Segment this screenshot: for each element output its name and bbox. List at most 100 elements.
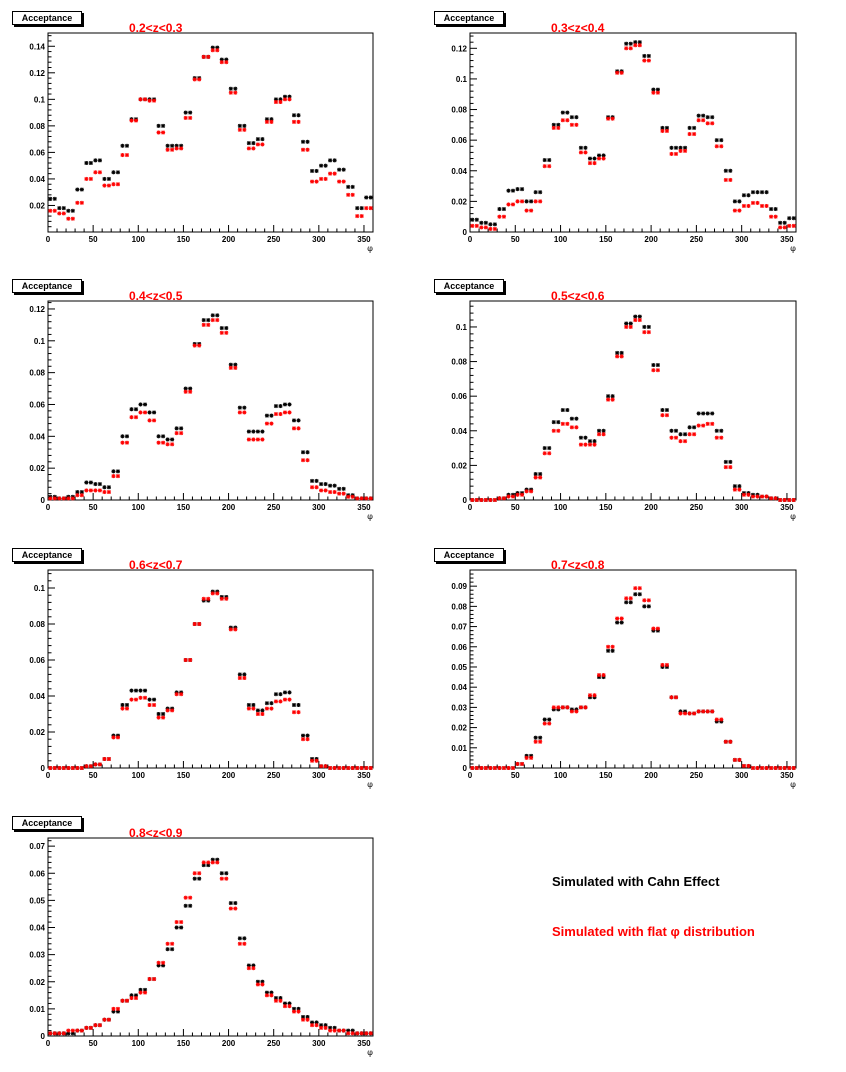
data-point <box>488 766 493 770</box>
data-point <box>773 766 778 770</box>
data-point <box>278 692 283 697</box>
data-point <box>728 739 733 744</box>
data-point <box>219 596 224 601</box>
data-point <box>542 446 547 451</box>
data-point <box>610 648 615 653</box>
data-point <box>497 496 502 501</box>
marker-stroke <box>215 318 220 323</box>
data-point <box>102 485 107 490</box>
data-point <box>791 498 796 502</box>
marker-stroke <box>143 97 148 102</box>
marker-stroke <box>134 415 138 420</box>
y-tick-label: 0 <box>463 496 468 505</box>
data-point <box>692 125 697 130</box>
marker-stroke <box>283 97 287 102</box>
data-point <box>506 188 511 193</box>
data-point <box>291 113 297 118</box>
marker-stroke <box>106 490 111 494</box>
data-point <box>368 496 373 501</box>
data-point <box>165 708 170 713</box>
data-point <box>714 138 719 143</box>
marker-stroke <box>305 737 310 742</box>
marker-stroke <box>84 488 89 493</box>
marker-stroke <box>314 485 319 490</box>
marker-stroke <box>547 717 552 722</box>
series-flat <box>470 318 796 502</box>
marker-stroke <box>565 421 570 426</box>
marker-stroke <box>488 226 493 231</box>
data-point <box>368 206 373 211</box>
data-point <box>314 485 319 490</box>
marker-stroke <box>474 498 479 502</box>
marker-stroke <box>542 158 547 163</box>
marker-stroke <box>714 144 719 149</box>
marker-stroke <box>723 459 728 464</box>
data-point <box>66 216 71 221</box>
marker-stroke <box>84 176 89 181</box>
data-point <box>251 703 256 707</box>
marker-stroke <box>560 705 565 710</box>
marker-stroke <box>179 146 184 151</box>
y-tick-label: 0.02 <box>29 464 45 473</box>
y-tick-label: 0 <box>41 496 46 505</box>
marker-stroke <box>79 493 84 498</box>
marker-stroke <box>52 208 57 213</box>
data-point <box>492 222 497 227</box>
marker-stroke <box>665 129 669 133</box>
marker-stroke <box>161 440 166 445</box>
data-point <box>565 408 570 413</box>
marker-stroke <box>310 169 315 173</box>
marker-stroke <box>583 145 588 150</box>
marker-stroke <box>538 475 543 480</box>
marker-stroke <box>106 183 111 188</box>
data-point <box>710 421 715 426</box>
data-point <box>515 761 520 766</box>
data-point <box>624 41 629 46</box>
marker-stroke <box>192 343 197 348</box>
data-point <box>719 435 724 440</box>
data-point <box>538 199 543 204</box>
marker-stroke <box>674 151 678 156</box>
marker-stroke <box>502 766 506 770</box>
marker-stroke <box>533 739 538 744</box>
y-tick-label: 0.08 <box>29 122 45 131</box>
marker-stroke <box>296 418 301 423</box>
x-tick-label: 0 <box>468 503 473 512</box>
series-cahn <box>48 45 373 213</box>
marker-stroke <box>246 706 251 711</box>
marker-stroke <box>228 365 233 370</box>
data-point <box>610 397 615 402</box>
marker-stroke <box>93 482 98 487</box>
marker-stroke <box>116 474 120 479</box>
marker-stroke <box>588 442 592 447</box>
x-axis-label: φ <box>367 1048 373 1057</box>
data-point <box>673 435 679 440</box>
data-point <box>624 596 629 601</box>
data-point <box>692 425 697 430</box>
marker-stroke <box>310 758 315 763</box>
marker-stroke <box>70 208 75 213</box>
series-flat <box>48 591 373 770</box>
marker-stroke <box>787 766 792 770</box>
data-point <box>529 208 534 213</box>
data-point <box>732 757 737 762</box>
data-point <box>255 437 260 442</box>
marker-stroke <box>269 701 274 706</box>
y-tick-label: 0.06 <box>29 400 45 409</box>
marker-stroke <box>565 705 570 710</box>
data-point <box>237 410 242 415</box>
marker-stroke <box>66 496 71 501</box>
marker-stroke <box>350 766 355 770</box>
y-tick-label: 0.06 <box>29 656 45 665</box>
data-point <box>578 150 583 155</box>
data-point <box>296 703 301 707</box>
marker-stroke <box>165 147 170 152</box>
data-point <box>52 208 57 213</box>
data-point <box>215 313 220 318</box>
marker-stroke <box>359 206 364 211</box>
marker-stroke <box>301 450 305 455</box>
marker-stroke <box>152 697 157 702</box>
data-point <box>687 711 692 716</box>
data-point <box>255 712 260 716</box>
data-point <box>57 766 62 770</box>
